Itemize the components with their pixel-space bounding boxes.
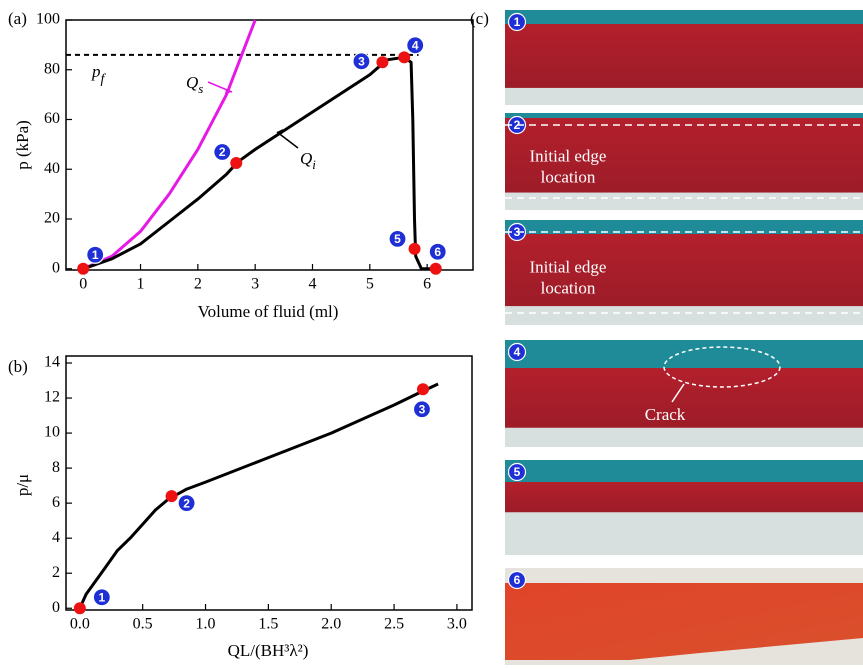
y-tick-label: 14 xyxy=(44,354,60,371)
y-tick-label: 2 xyxy=(52,564,60,581)
badge-label: 3 xyxy=(358,54,365,68)
label-arrow xyxy=(277,132,298,148)
reference-label-main: p xyxy=(91,62,101,81)
x-tick-label: 2 xyxy=(194,276,202,293)
badge-label: 1 xyxy=(92,248,99,262)
series-name-sub: i xyxy=(312,157,316,172)
photo-red xyxy=(505,24,863,88)
y-tick-label: 80 xyxy=(44,60,60,77)
series-name-main: Q xyxy=(186,73,198,92)
y-axis-label: p (kPa) xyxy=(13,120,32,170)
series-name: Qi xyxy=(300,149,316,172)
y-tick-label: 6 xyxy=(52,494,60,511)
x-axis-label: Volume of fluid (ml) xyxy=(198,302,339,321)
data-point xyxy=(230,157,242,169)
x-tick-label: 2.0 xyxy=(321,616,341,633)
annotation: location xyxy=(541,278,596,297)
x-tick-label: 3 xyxy=(251,276,259,293)
x-tick-label: 1.0 xyxy=(196,616,216,633)
x-tick-label: 2.5 xyxy=(384,616,404,633)
y-tick-label: 100 xyxy=(36,11,60,28)
data-point xyxy=(77,263,89,275)
badge-label: 6 xyxy=(514,573,521,587)
reference-label-sub: f xyxy=(101,72,107,87)
y-axis-label: p/μ xyxy=(13,474,32,496)
y-tick-label: 40 xyxy=(44,160,60,177)
x-tick-label: 6 xyxy=(423,276,431,293)
data-point xyxy=(417,383,429,395)
annotation: Initial edge xyxy=(530,146,607,165)
x-tick-label: 4 xyxy=(308,276,316,293)
x-tick-label: 0.0 xyxy=(70,616,90,633)
badge-label: 6 xyxy=(434,245,441,259)
badge-label: 2 xyxy=(183,496,190,510)
x-tick-label: 0.5 xyxy=(133,616,153,633)
badge-label: 4 xyxy=(514,345,521,359)
badge-label: 4 xyxy=(412,38,419,52)
annotation: Crack xyxy=(645,405,686,424)
panel-label: (b) xyxy=(8,357,28,376)
plot-frame xyxy=(66,356,472,610)
reference-label: pf xyxy=(91,62,107,87)
badge-label: 3 xyxy=(419,402,426,416)
series-name-sub: s xyxy=(198,81,203,96)
line-series xyxy=(80,384,438,608)
panel-label: (c) xyxy=(470,9,489,28)
badge-label: 1 xyxy=(514,15,521,29)
panel-label: (a) xyxy=(8,9,27,28)
badge-label: 2 xyxy=(219,145,226,159)
y-tick-label: 60 xyxy=(44,110,60,127)
y-tick-label: 0 xyxy=(52,259,60,276)
series-name: Qs xyxy=(186,73,203,96)
data-point xyxy=(398,51,410,63)
data-point xyxy=(409,243,421,255)
series-name-main: Q xyxy=(300,149,312,168)
badge-label: 5 xyxy=(514,465,521,479)
y-tick-label: 20 xyxy=(44,210,60,227)
x-axis-label: QL/(BH³λ²) xyxy=(228,641,309,660)
photo-red xyxy=(505,482,863,512)
x-tick-label: 5 xyxy=(366,276,374,293)
data-point xyxy=(74,602,86,614)
x-tick-label: 3.0 xyxy=(447,616,467,633)
data-point xyxy=(376,56,388,68)
annotation: Initial edge xyxy=(530,257,607,276)
y-tick-label: 0 xyxy=(52,599,60,616)
y-tick-label: 8 xyxy=(52,459,60,476)
y-tick-label: 10 xyxy=(44,424,60,441)
data-point xyxy=(430,263,442,275)
badge-label: 5 xyxy=(394,232,401,246)
annotation: location xyxy=(541,167,596,186)
x-tick-label: 0 xyxy=(79,276,87,293)
x-tick-label: 1.5 xyxy=(258,616,278,633)
y-tick-label: 12 xyxy=(44,389,60,406)
x-tick-label: 1 xyxy=(137,276,145,293)
figure: (a)0123456020406080100Volume of fluid (m… xyxy=(0,0,863,669)
line-series xyxy=(83,20,255,269)
y-tick-label: 4 xyxy=(52,529,60,546)
data-point xyxy=(166,490,178,502)
badge-label: 1 xyxy=(98,590,105,604)
